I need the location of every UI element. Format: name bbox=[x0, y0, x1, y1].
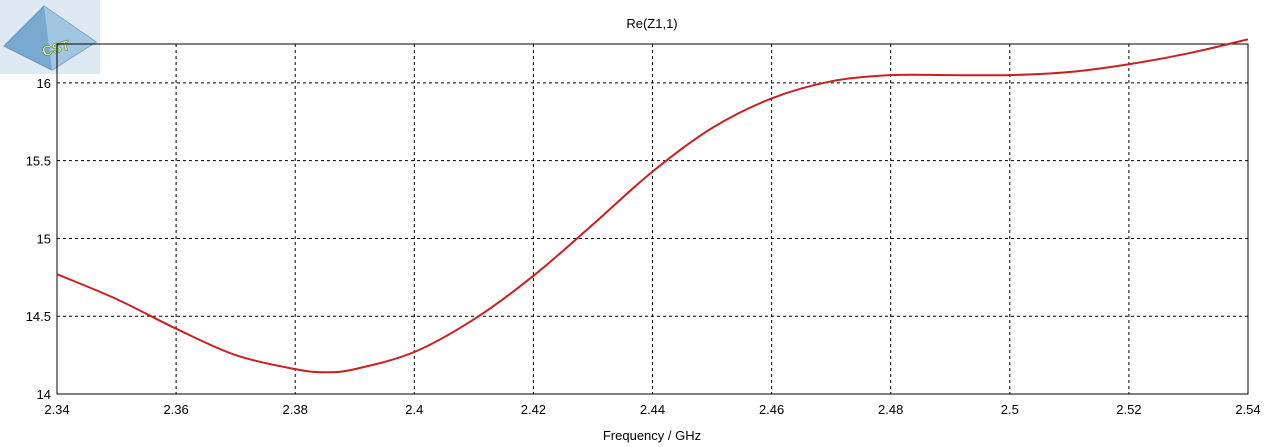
x-tick-label: 2.52 bbox=[1116, 402, 1141, 417]
x-tick-label: 2.48 bbox=[878, 402, 903, 417]
y-tick-label: 15 bbox=[37, 231, 51, 246]
chart-title: Re(Z1,1) bbox=[626, 16, 677, 31]
y-tick-label: 14 bbox=[37, 387, 51, 402]
y-axis: 14 14.5 15 15.5 16 bbox=[26, 76, 51, 402]
x-tick-label: 2.36 bbox=[163, 402, 188, 417]
x-tick-label: 2.38 bbox=[283, 402, 308, 417]
x-tick-label: 2.4 bbox=[405, 402, 423, 417]
x-tick-label: 2.46 bbox=[759, 402, 784, 417]
y-tick-label: 14.5 bbox=[26, 309, 51, 324]
x-tick-label: 2.42 bbox=[521, 402, 546, 417]
grid bbox=[57, 44, 1248, 394]
y-tick-label: 15.5 bbox=[26, 154, 51, 169]
y-tick-label: 16 bbox=[37, 76, 51, 91]
logo-text: CST bbox=[40, 37, 72, 60]
x-tick-label: 2.5 bbox=[1001, 402, 1019, 417]
x-tick-label: 2.44 bbox=[640, 402, 665, 417]
cst-logo: CST bbox=[0, 0, 100, 74]
x-tick-label: 2.34 bbox=[44, 402, 69, 417]
x-tick-label: 2.54 bbox=[1235, 402, 1260, 417]
plot-frame bbox=[56, 43, 1249, 395]
x-axis-label: Frequency / GHz bbox=[603, 428, 701, 443]
x-axis: 2.34 2.36 2.38 2.4 2.42 2.44 2.46 2.48 2.5 2.52 2.… bbox=[44, 402, 1260, 417]
series-line-re-z11 bbox=[56, 38, 1249, 374]
